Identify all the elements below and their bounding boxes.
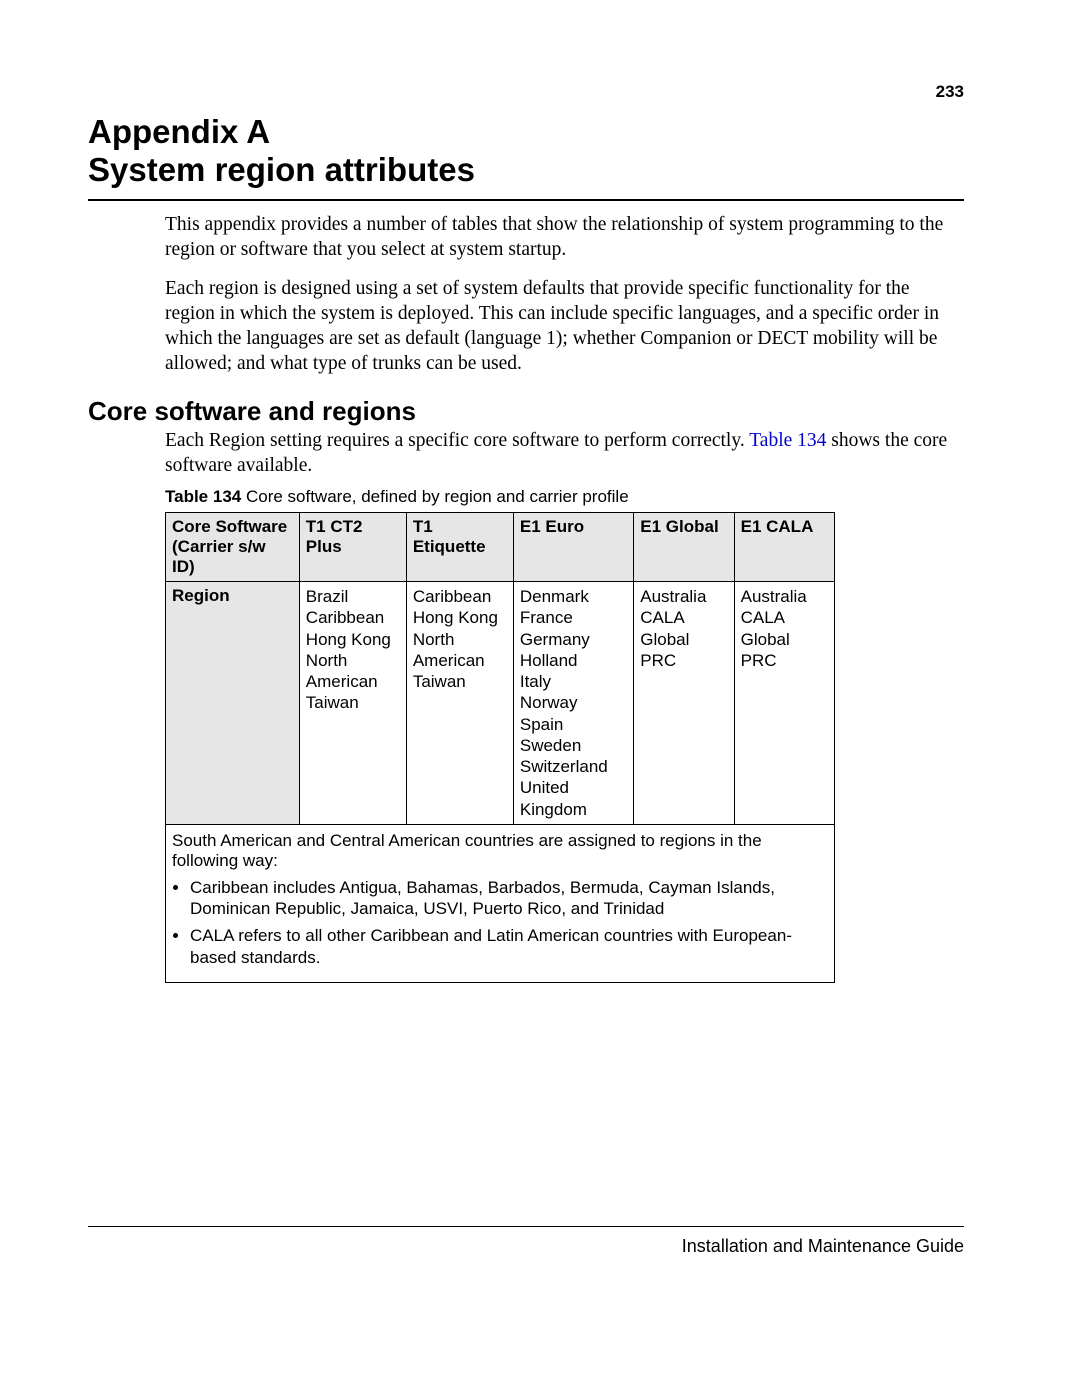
table-header-row: Core Software (Carrier s/w ID) T1 CT2 Pl…: [166, 513, 835, 582]
cell-item: Hong Kong: [306, 629, 400, 650]
table-row-label-region: Region: [166, 582, 300, 825]
section-heading: Core software and regions: [88, 396, 416, 427]
table-caption-text: Core software, defined by region and car…: [241, 487, 628, 506]
table-cell-3: Australia CALA Global PRC: [634, 582, 734, 825]
cell-item: CALA: [640, 607, 727, 628]
cell-item: Spain: [520, 714, 627, 735]
footer-text: Installation and Maintenance Guide: [682, 1236, 964, 1257]
table-notes-lead: South American and Central American coun…: [172, 831, 828, 871]
cell-item: Sweden: [520, 735, 627, 756]
footer-rule: [88, 1226, 964, 1227]
cell-item: North American: [413, 629, 507, 672]
cell-item: Caribbean: [413, 586, 507, 607]
table-notes-cell: South American and Central American coun…: [166, 824, 835, 982]
table-header-col-4: E1 CALA: [734, 513, 834, 582]
cell-item: Australia: [741, 586, 828, 607]
cell-item: CALA: [741, 607, 828, 628]
cell-item: Brazil: [306, 586, 400, 607]
page: 233 Appendix A System region attributes …: [0, 0, 1080, 1397]
cell-item: France: [520, 607, 627, 628]
table-caption-label: Table 134: [165, 487, 241, 506]
title-line-2: System region attributes: [88, 151, 964, 189]
paragraph-section: Each Region setting requires a specific …: [165, 429, 964, 479]
table-notes-row: South American and Central American coun…: [166, 824, 835, 982]
cell-item: PRC: [741, 650, 828, 671]
table-cell-1: Caribbean Hong Kong North American Taiwa…: [406, 582, 513, 825]
table-cell-4: Australia CALA Global PRC: [734, 582, 834, 825]
paragraph-section-pre: Each Region setting requires a specific …: [165, 430, 749, 451]
table-header-col-2: E1 Euro: [513, 513, 633, 582]
table-note-item-1: CALA refers to all other Caribbean and L…: [190, 925, 828, 968]
table-caption: Table 134 Core software, defined by regi…: [165, 487, 629, 507]
cell-item: PRC: [640, 650, 727, 671]
cell-item: Norway: [520, 692, 627, 713]
title-line-1: Appendix A: [88, 113, 964, 151]
cell-item: Switzerland: [520, 756, 627, 777]
core-software-table: Core Software (Carrier s/w ID) T1 CT2 Pl…: [165, 512, 835, 983]
cell-item: Denmark: [520, 586, 627, 607]
table-header-core-software: Core Software (Carrier s/w ID): [166, 513, 300, 582]
table-cell-0: Brazil Caribbean Hong Kong North America…: [299, 582, 406, 825]
cell-item: Germany: [520, 629, 627, 650]
cell-item: Holland: [520, 650, 627, 671]
table-134: Core Software (Carrier s/w ID) T1 CT2 Pl…: [165, 512, 835, 983]
table-reference-link[interactable]: Table 134: [749, 430, 826, 451]
cell-item: Taiwan: [306, 692, 400, 713]
page-title-block: Appendix A System region attributes: [88, 113, 964, 201]
table-header-col-0: T1 CT2 Plus: [299, 513, 406, 582]
table-cell-2: Denmark France Germany Holland Italy Nor…: [513, 582, 633, 825]
table-header-col-3: E1 Global: [634, 513, 734, 582]
table-region-row: Region Brazil Caribbean Hong Kong North …: [166, 582, 835, 825]
cell-item: Global: [640, 629, 727, 650]
table-notes-list: Caribbean includes Antigua, Bahamas, Bar…: [172, 877, 828, 968]
paragraph-intro-2: Each region is designed using a set of s…: [165, 277, 964, 377]
table-note-item-0: Caribbean includes Antigua, Bahamas, Bar…: [190, 877, 828, 920]
cell-item: North American: [306, 650, 400, 693]
page-number: 233: [936, 82, 964, 102]
cell-item: United Kingdom: [520, 777, 627, 820]
paragraph-intro-1: This appendix provides a number of table…: [165, 213, 964, 263]
header-left-line2: (Carrier s/w ID): [172, 537, 293, 577]
table-header-col-1: T1 Etiquette: [406, 513, 513, 582]
cell-item: Global: [741, 629, 828, 650]
cell-item: Taiwan: [413, 671, 507, 692]
cell-item: Italy: [520, 671, 627, 692]
header-left-line1: Core Software: [172, 517, 293, 537]
cell-item: Australia: [640, 586, 727, 607]
cell-item: Caribbean: [306, 607, 400, 628]
cell-item: Hong Kong: [413, 607, 507, 628]
